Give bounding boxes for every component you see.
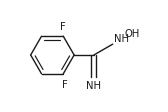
- Text: NH: NH: [114, 34, 129, 44]
- Text: F: F: [60, 22, 66, 32]
- Text: F: F: [62, 79, 68, 89]
- Text: NH: NH: [86, 80, 101, 90]
- Text: OH: OH: [124, 29, 140, 39]
